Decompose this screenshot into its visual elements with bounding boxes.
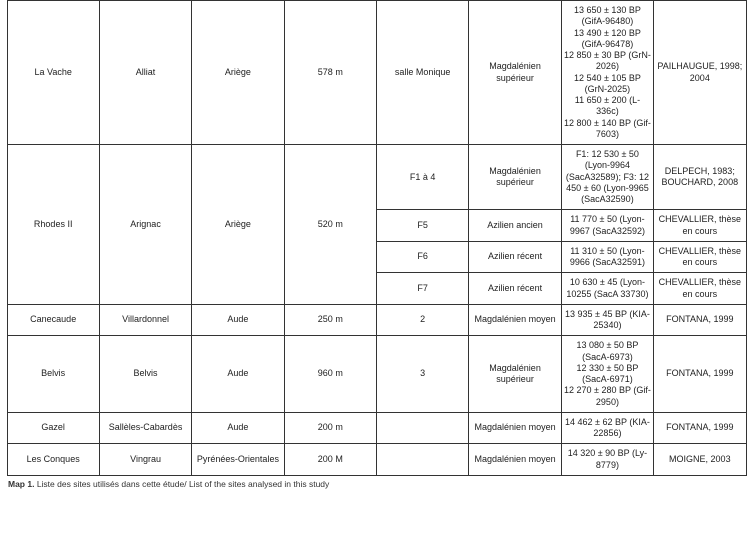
table-cell: Vingrau <box>99 444 191 476</box>
table-cell: Gazel <box>7 412 99 444</box>
table-cell: 14 320 ± 90 BP (Ly-8779) <box>561 444 653 476</box>
table-cell: Canecaude <box>7 304 99 336</box>
table-cell: Alliat <box>99 1 191 145</box>
table-caption: Map 1. Liste des sites utilisés dans cet… <box>8 479 753 489</box>
table-cell: La Vache <box>7 1 99 145</box>
table-cell: 960 m <box>284 336 376 413</box>
table-cell: 3 <box>377 336 469 413</box>
table-cell: FONTANA, 1999 <box>654 412 746 444</box>
table-cell: CHEVALLIER, thèse en cours <box>654 273 746 305</box>
table-cell: Magdalénien supérieur <box>469 1 561 145</box>
table-cell: 13 650 ± 130 BP (GifA-96480)13 490 ± 120… <box>561 1 653 145</box>
table-cell: CHEVALLIER, thèse en cours <box>654 241 746 273</box>
table-cell: Rhodes II <box>7 145 99 305</box>
table-cell: Arignac <box>99 145 191 305</box>
table-cell: F7 <box>377 273 469 305</box>
table-cell: Sallèles-Cabardès <box>99 412 191 444</box>
table-cell: Magdalénien supérieur <box>469 336 561 413</box>
table-cell: CHEVALLIER, thèse en cours <box>654 210 746 242</box>
table-cell: 578 m <box>284 1 376 145</box>
table-cell: MOIGNE, 2003 <box>654 444 746 476</box>
table-cell: F1: 12 530 ± 50 (Lyon-9964 (SacA32589); … <box>561 145 653 210</box>
table-cell: FONTANA, 1999 <box>654 304 746 336</box>
table-cell: 13 080 ± 50 BP (SacA-6973)12 330 ± 50 BP… <box>561 336 653 413</box>
table-row: La VacheAlliatAriège578 msalle MoniqueMa… <box>7 1 746 145</box>
table-cell <box>377 412 469 444</box>
table-cell: 200 M <box>284 444 376 476</box>
table-row: GazelSallèles-CabardèsAude200 m Magdaléni… <box>7 412 746 444</box>
table-cell: F5 <box>377 210 469 242</box>
table-cell: 11 770 ± 50 (Lyon-9967 (SacA32592) <box>561 210 653 242</box>
table-cell: Villardonnel <box>99 304 191 336</box>
table-cell: Magdalénien supérieur <box>469 145 561 210</box>
table-row: BelvisBelvisAude960 m3Magdalénien supéri… <box>7 336 746 413</box>
table-cell: Magdalénien moyen <box>469 444 561 476</box>
table-cell: 11 310 ± 50 (Lyon-9966 (SacA32591) <box>561 241 653 273</box>
sites-table: La VacheAlliatAriège578 msalle MoniqueMa… <box>7 0 747 476</box>
table-cell: Azilien récent <box>469 241 561 273</box>
table-cell: 200 m <box>284 412 376 444</box>
caption-text: Liste des sites utilisés dans cette étud… <box>34 479 329 489</box>
table-cell: DELPECH, 1983; BOUCHARD, 2008 <box>654 145 746 210</box>
table-cell: 10 630 ± 45 (Lyon-10255 (SacA 33730) <box>561 273 653 305</box>
table-cell: Magdalénien moyen <box>469 412 561 444</box>
table-cell: Pyrénées-Orientales <box>192 444 284 476</box>
table-cell: Azilien récent <box>469 273 561 305</box>
table-cell: Magdalénien moyen <box>469 304 561 336</box>
table-cell: Belvis <box>7 336 99 413</box>
table-row: Rhodes IIArignacAriège520 mF1 à 4Magdalé… <box>7 145 746 210</box>
table-cell: Ariège <box>192 1 284 145</box>
table-cell: F1 à 4 <box>377 145 469 210</box>
table-cell: 2 <box>377 304 469 336</box>
table-cell: Aude <box>192 304 284 336</box>
table-cell: Belvis <box>99 336 191 413</box>
table-cell: Les Conques <box>7 444 99 476</box>
table-cell: FONTANA, 1999 <box>654 336 746 413</box>
table-cell: 13 935 ± 45 BP (KIA-25340) <box>561 304 653 336</box>
table-cell: PAILHAUGUE, 1998; 2004 <box>654 1 746 145</box>
table-cell: Aude <box>192 412 284 444</box>
table-cell: 520 m <box>284 145 376 305</box>
caption-bold: Map 1. <box>8 479 34 489</box>
table-cell: Azilien ancien <box>469 210 561 242</box>
table-cell: 250 m <box>284 304 376 336</box>
table-cell: F6 <box>377 241 469 273</box>
table-cell: Aude <box>192 336 284 413</box>
table-cell: Ariège <box>192 145 284 305</box>
table-cell: salle Monique <box>377 1 469 145</box>
table-row: CanecaudeVillardonnelAude250 m2Magdaléni… <box>7 304 746 336</box>
table-cell: 14 462 ± 62 BP (KIA-22856) <box>561 412 653 444</box>
table-cell <box>377 444 469 476</box>
table-row: Les ConquesVingrauPyrénées-Orientales200… <box>7 444 746 476</box>
